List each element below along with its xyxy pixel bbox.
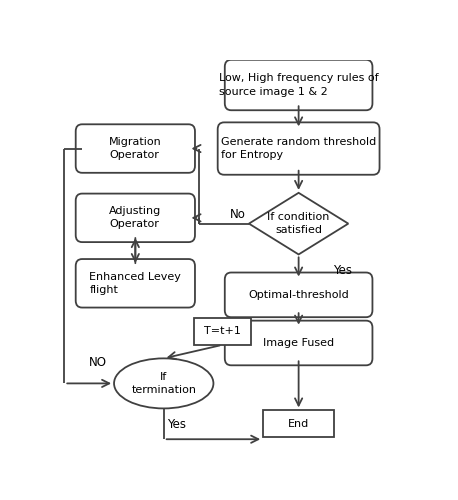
FancyBboxPatch shape <box>76 124 195 173</box>
Text: NO: NO <box>89 356 107 368</box>
FancyBboxPatch shape <box>225 272 372 317</box>
Text: Migration
Operator: Migration Operator <box>109 137 162 160</box>
Text: Adjusting
Operator: Adjusting Operator <box>109 206 162 230</box>
Text: End: End <box>288 419 309 429</box>
Text: Yes: Yes <box>167 418 186 431</box>
FancyBboxPatch shape <box>76 259 195 308</box>
FancyBboxPatch shape <box>194 318 251 345</box>
Text: Yes: Yes <box>333 264 352 277</box>
Text: Optimal-threshold: Optimal-threshold <box>248 290 349 300</box>
Text: If condition
satisfied: If condition satisfied <box>267 212 330 235</box>
FancyBboxPatch shape <box>225 60 372 110</box>
Text: If
termination: If termination <box>131 372 196 395</box>
FancyBboxPatch shape <box>76 194 195 242</box>
Text: No: No <box>229 208 245 220</box>
Polygon shape <box>249 193 349 254</box>
Text: T=t+1: T=t+1 <box>204 326 241 336</box>
FancyBboxPatch shape <box>225 320 372 366</box>
Ellipse shape <box>114 358 213 408</box>
Text: Enhanced Levey
flight: Enhanced Levey flight <box>89 272 181 295</box>
Text: Image Fused: Image Fused <box>263 338 334 348</box>
FancyBboxPatch shape <box>218 122 380 174</box>
Text: Low, High frequency rules of
source image 1 & 2: Low, High frequency rules of source imag… <box>219 74 378 96</box>
FancyBboxPatch shape <box>263 410 334 438</box>
Text: Generate random threshold
for Entropy: Generate random threshold for Entropy <box>221 137 376 160</box>
